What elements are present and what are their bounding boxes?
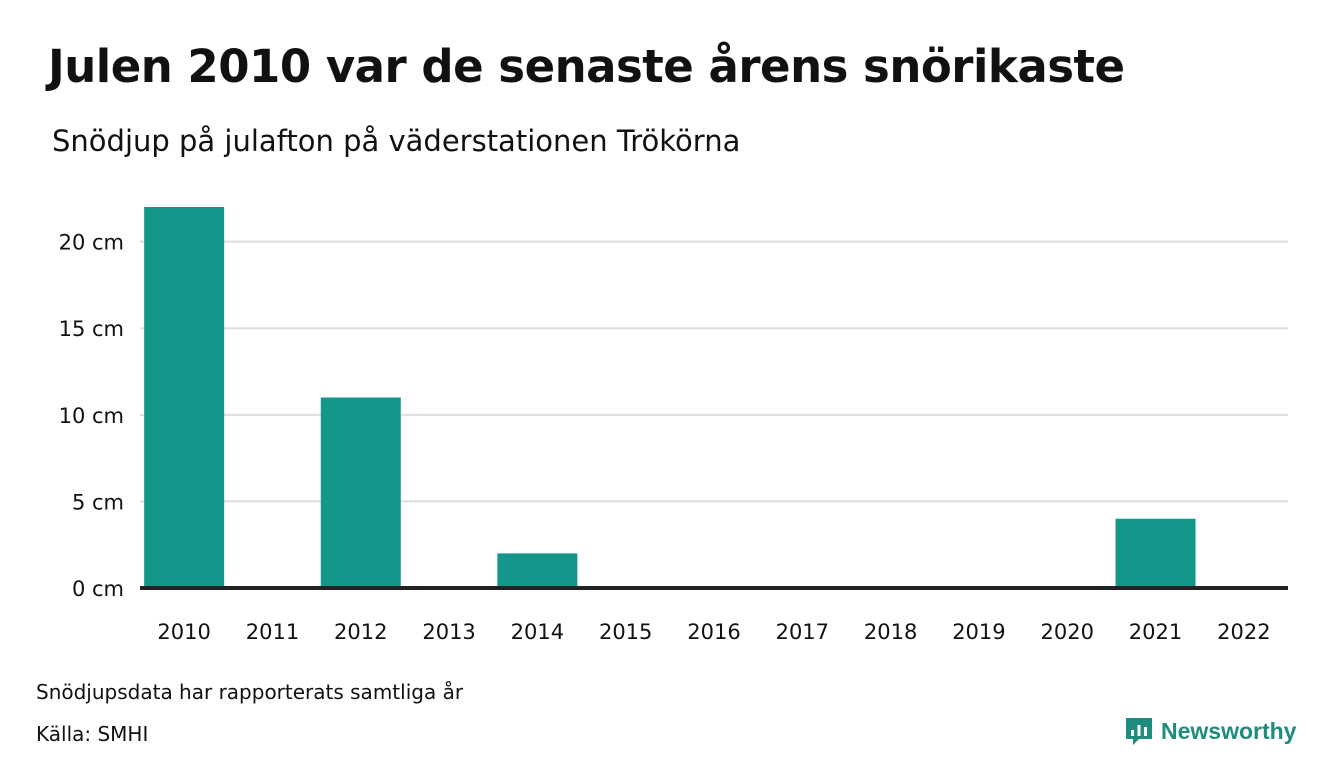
source-credit: Källa: SMHI	[36, 722, 149, 746]
bar-2010	[144, 207, 225, 588]
x-tick-label: 2015	[599, 620, 652, 644]
bar-2012	[320, 397, 401, 588]
y-tick-label: 0 cm	[72, 577, 124, 601]
x-tick-label: 2012	[334, 620, 387, 644]
bar-chart: 0 cm 5 cm 10 cm 15 cm 20 cm 2010 2011 2012 2013…	[59, 207, 1288, 644]
x-tick-label: 2014	[511, 620, 564, 644]
chart-title: Julen 2010 var de senaste årens snörikas…	[48, 40, 1125, 93]
x-tick-label: 2019	[952, 620, 1005, 644]
x-axis-tick-labels: 2010 2011 2012 2013 2014 2015 2016 2017 2018 2019…	[157, 620, 1270, 644]
bars	[144, 207, 1196, 588]
brand-logo: Newsworthy	[1124, 716, 1296, 746]
newsworthy-logo-icon	[1126, 718, 1152, 745]
y-tick-label: 20 cm	[59, 231, 124, 255]
footnote: Snödjupsdata har rapporterats samtliga å…	[36, 680, 464, 704]
x-tick-label: 2018	[864, 620, 917, 644]
gridlines	[140, 240, 1288, 503]
x-tick-label: 2013	[422, 620, 475, 644]
chart-subtitle: Snödjup på julafton på väderstationen Tr…	[52, 124, 741, 158]
x-tick-label: 2016	[687, 620, 740, 644]
y-axis-tick-labels: 0 cm 5 cm 10 cm 15 cm 20 cm	[59, 231, 124, 601]
y-tick-label: 10 cm	[59, 404, 124, 428]
x-tick-label: 2017	[776, 620, 829, 644]
y-tick-label: 5 cm	[72, 490, 124, 514]
x-tick-label: 2011	[246, 620, 299, 644]
brand-name: Newsworthy	[1161, 717, 1297, 744]
y-tick-label: 15 cm	[59, 317, 124, 341]
bar-2021	[1115, 518, 1196, 588]
x-tick-label: 2022	[1217, 620, 1270, 644]
x-tick-label: 2021	[1129, 620, 1182, 644]
x-tick-label: 2020	[1041, 620, 1094, 644]
x-tick-label: 2010	[157, 620, 210, 644]
bar-2014	[497, 553, 578, 588]
